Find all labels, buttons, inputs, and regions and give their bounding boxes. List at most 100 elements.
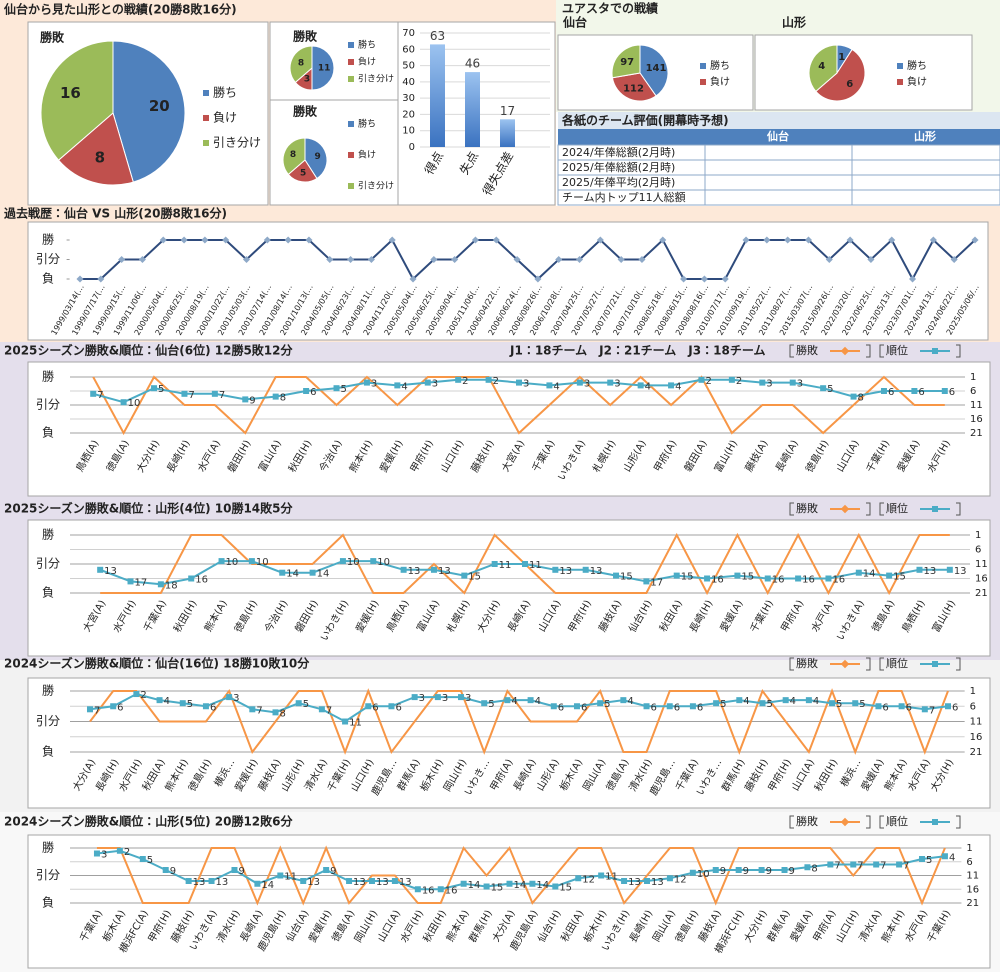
- chart-title: 2025シーズン勝敗&順位：山形(4位) 10勝14敗5分: [4, 501, 294, 516]
- marker: [400, 566, 407, 573]
- y-tick-label: 引分: [36, 868, 60, 882]
- data-label: 16: [832, 575, 845, 586]
- marker: [388, 703, 395, 710]
- data-label: 97: [620, 57, 634, 68]
- data-label: 2: [140, 690, 146, 701]
- data-label: 8: [811, 863, 817, 874]
- chart-subtitle: J1：18チーム J2：21チーム J3：18チーム: [509, 344, 765, 358]
- y2-tick-label: 21: [970, 428, 983, 439]
- legend-swatch: [700, 79, 706, 85]
- data-label: 4: [743, 696, 749, 707]
- marker: [880, 388, 887, 394]
- data-label: 3: [442, 693, 448, 704]
- marker: [825, 575, 832, 582]
- y-tick-label: 負: [42, 272, 54, 286]
- table-row-label: 2025/年俸平均(2月時): [562, 175, 675, 189]
- marker: [180, 236, 188, 244]
- marker: [365, 703, 372, 710]
- y2-tick-label: 1: [970, 686, 976, 697]
- data-label: 6: [882, 702, 888, 713]
- data-label: 13: [408, 566, 421, 577]
- y2-tick-label: 21: [975, 588, 988, 599]
- marker: [430, 255, 438, 264]
- data-label: 16: [60, 84, 81, 102]
- marker: [139, 856, 146, 862]
- bar: [500, 119, 515, 147]
- marker: [409, 275, 417, 283]
- marker: [898, 703, 905, 710]
- pie-slice: [282, 137, 306, 176]
- marker: [76, 275, 84, 283]
- data-label: 15: [491, 883, 504, 894]
- marker: [347, 255, 355, 264]
- data-label: 5: [187, 699, 193, 710]
- marker: [945, 703, 952, 710]
- data-label: 7: [256, 705, 262, 716]
- data-label: 13: [438, 566, 451, 577]
- legend-marker: [932, 348, 938, 354]
- y-tick-label: 引分: [36, 398, 60, 412]
- y2-tick-label: 16: [970, 732, 983, 743]
- marker: [916, 566, 923, 573]
- marker: [795, 575, 802, 582]
- data-label: 13: [193, 877, 206, 888]
- line-series: [89, 692, 949, 723]
- data-label: 5: [341, 384, 347, 395]
- data-label: 13: [628, 877, 641, 888]
- y2-tick-label: 6: [970, 701, 976, 712]
- data-label: 5: [827, 384, 833, 395]
- marker: [680, 275, 688, 283]
- legend-bracket: [789, 815, 794, 829]
- marker: [850, 393, 857, 400]
- data-label: 13: [954, 566, 967, 577]
- marker: [218, 558, 225, 565]
- marker: [764, 575, 771, 582]
- data-label: 13: [104, 566, 117, 577]
- marker: [946, 566, 953, 573]
- marker: [116, 847, 123, 854]
- data-label: 14: [317, 569, 330, 580]
- data-label: 9: [170, 866, 176, 877]
- marker: [458, 694, 465, 701]
- data-label: 5: [147, 855, 153, 866]
- marker: [555, 255, 563, 264]
- marker: [552, 566, 559, 573]
- marker: [805, 697, 812, 704]
- data-label: 4: [675, 381, 681, 392]
- marker: [820, 385, 827, 392]
- data-label: 14: [536, 880, 549, 891]
- legend-bracket: [879, 815, 884, 829]
- marker: [929, 236, 937, 244]
- marker: [911, 388, 918, 394]
- legend-bracket: [879, 344, 884, 358]
- marker: [736, 697, 743, 704]
- legend-marker: [840, 346, 850, 356]
- marker: [461, 572, 468, 579]
- marker: [367, 255, 375, 264]
- marker: [941, 853, 948, 860]
- marker: [666, 875, 673, 882]
- legend-label: 負け: [358, 56, 376, 68]
- marker: [607, 379, 614, 386]
- marker: [759, 379, 766, 386]
- marker: [159, 236, 167, 244]
- marker: [704, 575, 711, 582]
- marker: [621, 878, 628, 884]
- data-label: 14: [261, 880, 274, 891]
- data-label: 9: [330, 866, 336, 877]
- marker: [277, 872, 284, 879]
- marker: [852, 700, 859, 707]
- marker: [451, 255, 459, 264]
- bar: [430, 44, 445, 147]
- marker: [829, 700, 836, 707]
- chart-box: [27, 221, 989, 341]
- legend-bracket: [789, 657, 794, 671]
- legend-label: 負け: [213, 111, 237, 125]
- data-label: 3: [614, 379, 620, 390]
- marker: [763, 236, 771, 244]
- marker: [921, 706, 928, 713]
- table-grid: [557, 144, 1000, 206]
- marker: [388, 236, 396, 244]
- data-label: 3: [101, 850, 107, 861]
- data-label: 11: [318, 64, 331, 74]
